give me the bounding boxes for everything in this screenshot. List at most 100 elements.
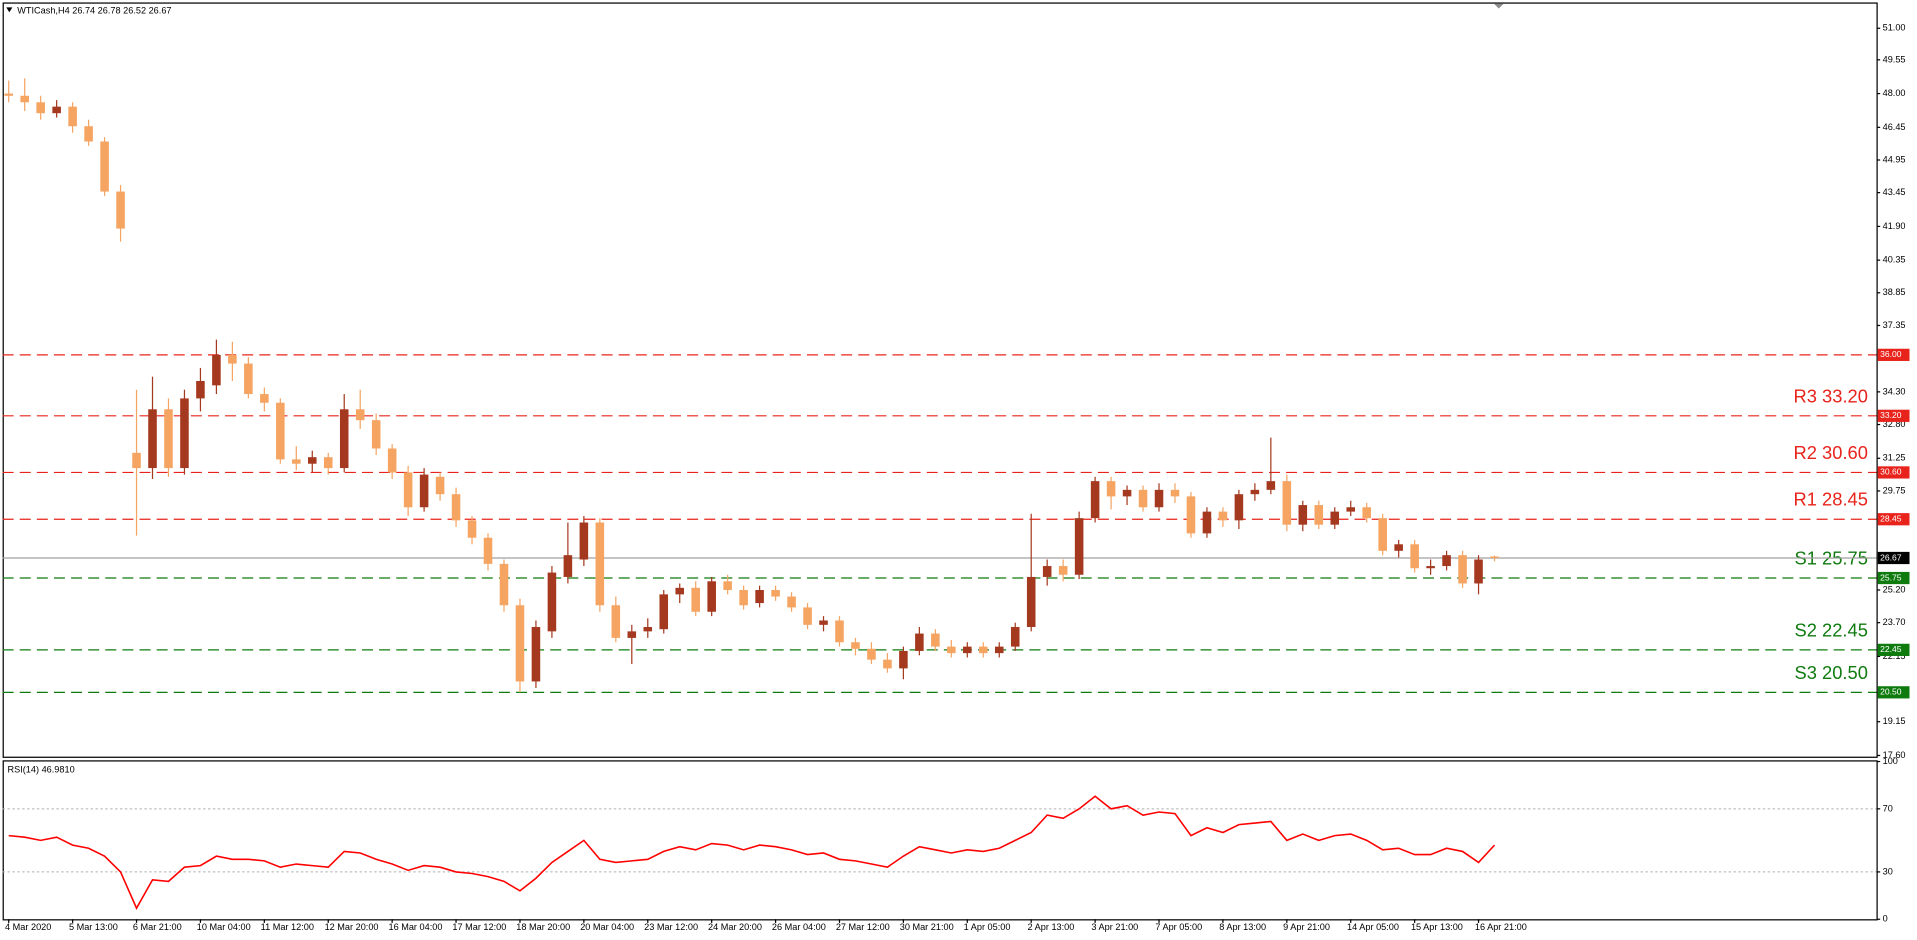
candle-body: [867, 648, 876, 660]
candle-body: [1138, 489, 1148, 508]
candle-body: [164, 409, 173, 469]
candle-body: [260, 394, 269, 403]
level-tag: [1877, 643, 1910, 656]
candle-body: [276, 402, 285, 460]
candle-body: [403, 472, 413, 508]
candle-body: [1378, 518, 1387, 551]
x-tick-label: 7 Apr 05:00: [1155, 922, 1202, 932]
candle-body: [851, 642, 860, 649]
candle-body: [1010, 627, 1020, 647]
candle-body: [931, 633, 940, 647]
y-tick-label: 49.55: [1883, 54, 1906, 64]
candle-body: [1058, 566, 1068, 575]
level-tag: [1877, 513, 1910, 526]
last-price-tag-label: 26.67: [1880, 552, 1902, 562]
level-tag-label: 20.50: [1880, 687, 1902, 697]
shift-marker: [1493, 3, 1504, 9]
last-price-tag: [1877, 551, 1910, 565]
level-tag: [1877, 571, 1910, 585]
candle-body: [659, 594, 669, 630]
candle-body: [1442, 555, 1451, 567]
x-tick-label: 26 Mar 04:00: [772, 922, 826, 932]
candle-body: [419, 474, 429, 508]
candle-body: [1362, 507, 1371, 519]
x-tick-label: 27 Mar 12:00: [836, 922, 890, 932]
candle-body: [292, 459, 301, 464]
y-tick-label: 48.00: [1883, 88, 1906, 98]
candle-body: [84, 126, 93, 142]
candle-body: [483, 537, 493, 564]
x-tick-label: 11 Mar 12:00: [261, 922, 314, 932]
candle-body: [643, 627, 653, 632]
level-tag-label: 36.00: [1880, 349, 1902, 359]
candle-body: [1474, 559, 1483, 584]
y-tick-label: 31.25: [1883, 453, 1906, 463]
rsi-title: RSI(14) 46.9810: [7, 765, 74, 775]
level-label: R2 30.60: [1794, 442, 1868, 463]
candle-body: [1490, 556, 1499, 558]
candle-body: [1074, 518, 1084, 575]
y-tick-label: 38.85: [1883, 287, 1906, 297]
x-tick-label: 15 Apr 13:00: [1411, 922, 1463, 932]
candle-body: [978, 646, 988, 654]
level-tag: [1877, 348, 1910, 361]
candle-body: [196, 380, 205, 399]
candle-body: [20, 95, 29, 103]
candle-body: [1202, 511, 1212, 534]
candle-body: [755, 590, 764, 604]
candle-body: [595, 522, 605, 606]
x-tick-label: 16 Mar 04:00: [388, 922, 442, 932]
candle-body: [883, 659, 892, 669]
price-panel-frame: [2, 2, 1878, 758]
rsi-panel-frame: [2, 760, 1878, 921]
y-tick-label: 23.70: [1883, 617, 1906, 627]
candle-body: [339, 409, 349, 469]
y-tick-label: 70: [1883, 803, 1893, 813]
candle-body: [68, 106, 77, 127]
y-tick-label: 41.90: [1883, 221, 1906, 231]
candle-body: [675, 587, 685, 595]
candle-body: [531, 627, 541, 682]
candle-body: [1458, 555, 1467, 584]
candle-body: [435, 476, 445, 495]
x-tick-label: 23 Mar 12:00: [644, 922, 698, 932]
menu-arrow[interactable]: [6, 7, 13, 13]
x-tick-label: 30 Mar 21:00: [900, 922, 954, 932]
candle-body: [915, 633, 924, 651]
level-tag-label: 28.45: [1880, 514, 1902, 524]
y-tick-label: 100: [1883, 756, 1898, 766]
candle-body: [1090, 481, 1100, 519]
candle-body: [1122, 489, 1132, 497]
x-tick-label: 20 Mar 04:00: [580, 922, 634, 932]
candle-body: [1330, 511, 1340, 525]
candle-body: [1250, 489, 1260, 495]
candle-body: [547, 572, 557, 632]
x-tick-label: 14 Apr 05:00: [1347, 922, 1399, 932]
y-tick-label: 0: [1883, 914, 1888, 924]
candle-body: [515, 605, 525, 682]
level-label: R1 28.45: [1794, 489, 1868, 510]
y-tick-label: 17.60: [1883, 750, 1906, 760]
y-tick-label: 51.00: [1883, 23, 1906, 33]
candle-body: [1410, 544, 1419, 569]
candle-body: [994, 646, 1004, 654]
candle-body: [1282, 481, 1292, 525]
level-tag: [1877, 409, 1910, 422]
candle-body: [451, 494, 461, 521]
x-tick-label: 18 Mar 20:00: [516, 922, 570, 932]
candle-body: [36, 102, 45, 114]
y-tick-label: 37.35: [1883, 320, 1906, 330]
x-tick-label: 17 Mar 12:00: [452, 922, 506, 932]
candle-body: [1394, 544, 1403, 551]
x-tick-label: 24 Mar 20:00: [708, 922, 762, 932]
candle-body: [787, 596, 796, 608]
candle-body: [323, 457, 333, 469]
candle-body: [371, 420, 381, 449]
candle-body: [355, 409, 365, 421]
candle-body: [947, 646, 956, 654]
candle-body: [1170, 489, 1180, 497]
candle-body: [1266, 481, 1276, 490]
